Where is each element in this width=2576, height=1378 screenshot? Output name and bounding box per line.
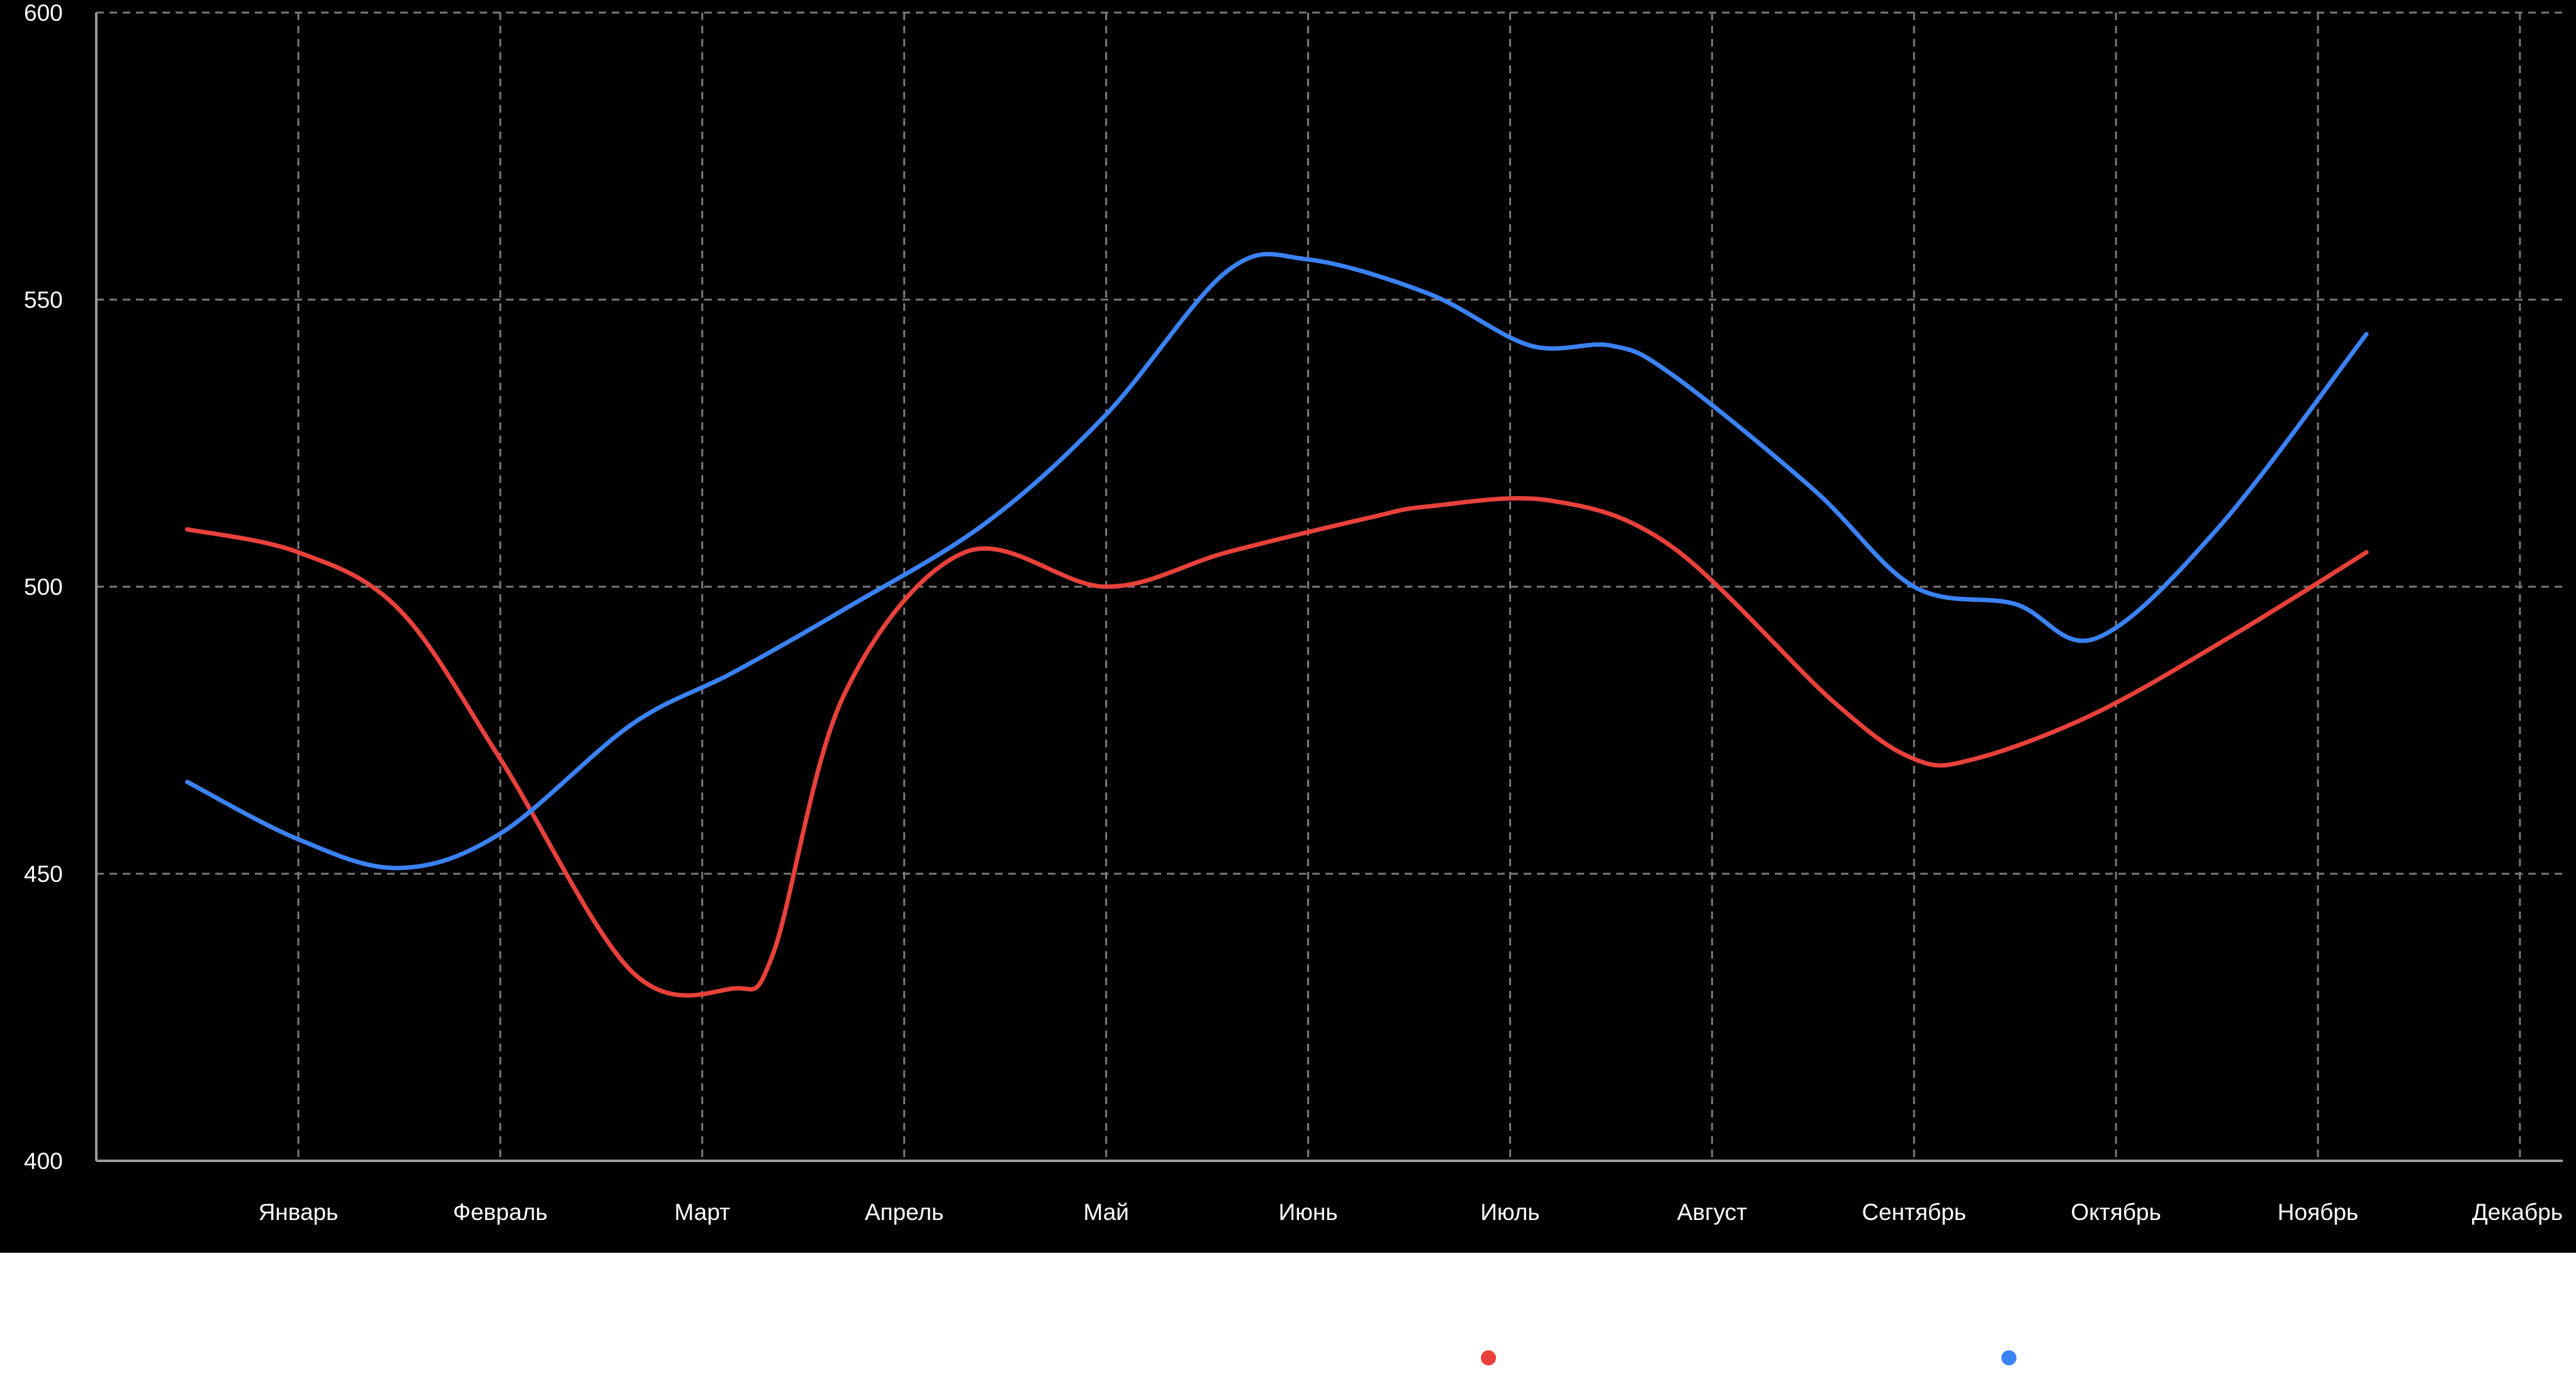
y-tick-label-400: 400 <box>24 1148 63 1174</box>
x-tick-label-9: Сентябрь <box>1862 1199 1966 1225</box>
line-chart: 400 450 500 550 600 Январь Февраль Март Апрель Ма… <box>24 0 2563 1225</box>
x-tick-label-2: Февраль <box>453 1199 548 1225</box>
legend-item-red-series <box>1481 1338 1507 1378</box>
x-tick-label-4: Апрель <box>865 1199 944 1225</box>
legend-item-blue-series <box>2001 1338 2028 1378</box>
x-tick-label-1: Январь <box>259 1199 339 1225</box>
series-line-red <box>185 496 2369 998</box>
series-line-blue <box>185 252 2369 871</box>
x-tick-label-11: Ноябрь <box>2278 1199 2358 1225</box>
y-tick-label-500: 500 <box>24 574 63 600</box>
chart-panel: 400 450 500 550 600 Январь Февраль Март Апрель Ма… <box>0 0 2576 1253</box>
y-tick-label-450: 450 <box>24 861 63 887</box>
x-tick-label-8: Август <box>1677 1199 1747 1225</box>
x-tick-label-3: Март <box>675 1199 731 1225</box>
y-tick-label-550: 550 <box>24 287 63 313</box>
legend-dot-blue <box>2001 1350 2016 1365</box>
y-tick-label-600: 600 <box>24 0 63 26</box>
legend-dot-red <box>1481 1350 1496 1365</box>
x-tick-label-7: Июль <box>1480 1199 1539 1225</box>
x-tick-label-12: Декабрь <box>2472 1199 2563 1225</box>
x-tick-label-6: Июнь <box>1278 1199 1337 1225</box>
chart-legend <box>0 1338 2576 1378</box>
x-tick-label-10: Октябрь <box>2071 1199 2161 1225</box>
x-tick-label-5: Май <box>1083 1199 1128 1225</box>
